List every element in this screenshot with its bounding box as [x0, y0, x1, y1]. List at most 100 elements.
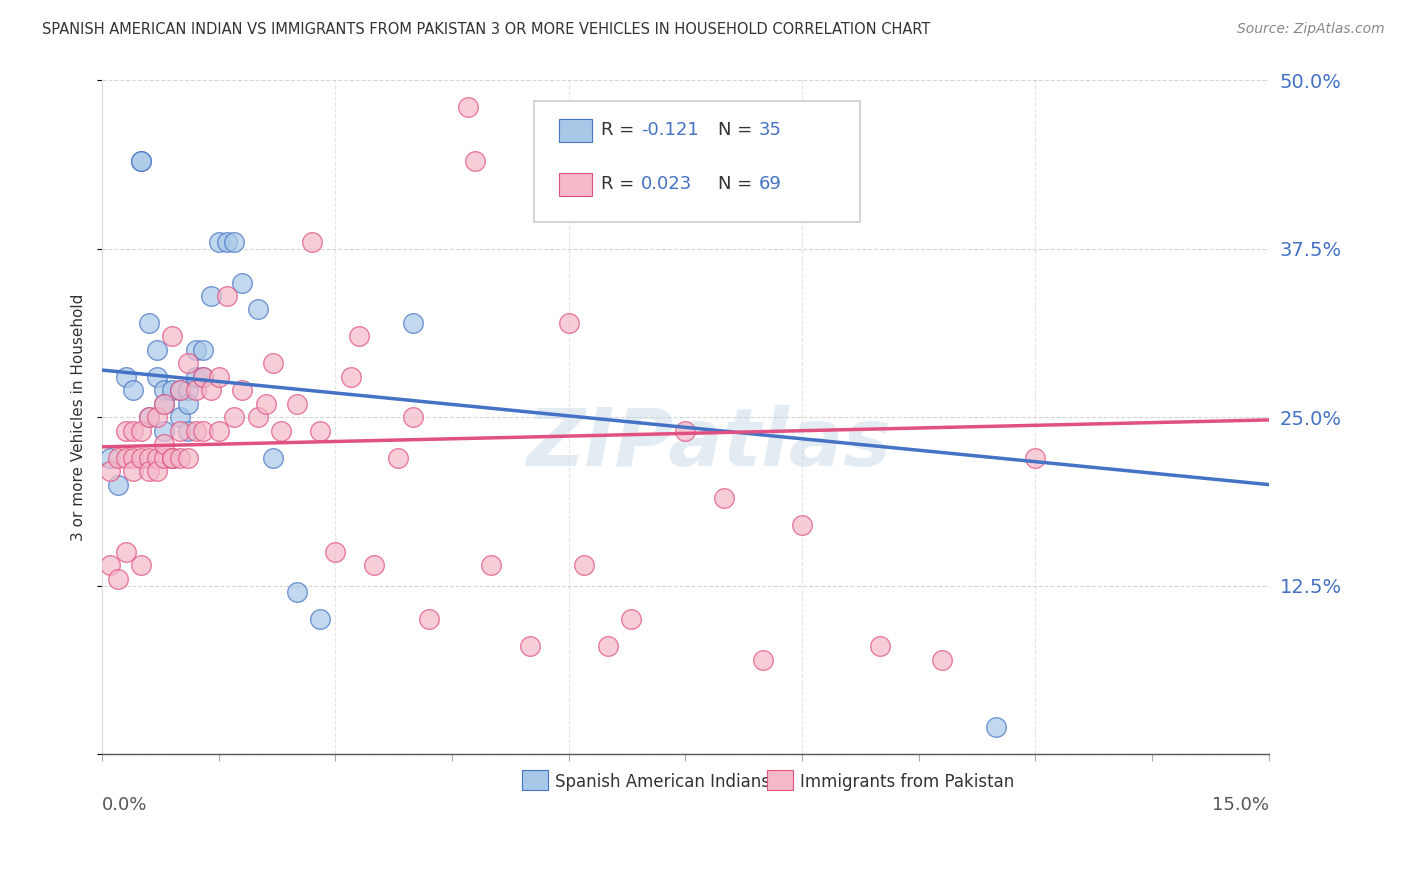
FancyBboxPatch shape — [768, 770, 793, 790]
Point — [301, 235, 323, 249]
Point — [418, 612, 440, 626]
Point — [193, 369, 215, 384]
FancyBboxPatch shape — [560, 119, 592, 142]
Point — [479, 558, 502, 573]
Point — [363, 558, 385, 573]
Point — [931, 653, 953, 667]
Point — [752, 653, 775, 667]
Text: 69: 69 — [759, 175, 782, 193]
Text: N =: N = — [718, 120, 758, 138]
Point — [262, 450, 284, 465]
Point — [208, 235, 231, 249]
Point — [246, 410, 269, 425]
Point — [285, 397, 308, 411]
Point — [596, 639, 619, 653]
Point — [145, 369, 167, 384]
Point — [387, 450, 409, 465]
Point — [184, 424, 207, 438]
Point — [122, 464, 145, 478]
Point — [129, 424, 152, 438]
Point — [169, 410, 191, 425]
Text: Immigrants from Pakistan: Immigrants from Pakistan — [800, 773, 1014, 791]
Point — [98, 464, 121, 478]
Point — [262, 356, 284, 370]
Point — [558, 316, 581, 330]
Point — [574, 558, 596, 573]
Point — [160, 450, 183, 465]
Text: N =: N = — [718, 175, 758, 193]
Point — [177, 397, 200, 411]
Text: 35: 35 — [759, 120, 782, 138]
Point — [129, 450, 152, 465]
Point — [620, 612, 643, 626]
Point — [270, 424, 292, 438]
Text: R =: R = — [602, 120, 640, 138]
Point — [254, 397, 277, 411]
Point — [673, 424, 696, 438]
Point — [231, 384, 253, 398]
Point — [713, 491, 735, 505]
Point — [153, 437, 176, 451]
Text: ZIPatlas: ZIPatlas — [526, 405, 891, 483]
Point — [231, 276, 253, 290]
Point — [986, 720, 1008, 734]
Point — [246, 302, 269, 317]
Point — [160, 450, 183, 465]
Point — [145, 410, 167, 425]
Point — [224, 235, 246, 249]
Text: R =: R = — [602, 175, 640, 193]
Point — [153, 384, 176, 398]
Point — [145, 464, 167, 478]
Point — [160, 384, 183, 398]
Point — [309, 424, 332, 438]
Text: 0.023: 0.023 — [641, 175, 692, 193]
Text: Source: ZipAtlas.com: Source: ZipAtlas.com — [1237, 22, 1385, 37]
Point — [138, 450, 160, 465]
Point — [457, 100, 479, 114]
Point — [122, 424, 145, 438]
Point — [177, 356, 200, 370]
FancyBboxPatch shape — [534, 101, 860, 222]
Point — [193, 424, 215, 438]
Point — [177, 424, 200, 438]
Point — [114, 545, 136, 559]
Point — [114, 424, 136, 438]
Text: -0.121: -0.121 — [641, 120, 699, 138]
Point — [184, 343, 207, 357]
Point — [138, 316, 160, 330]
Point — [208, 424, 231, 438]
Point — [138, 464, 160, 478]
Text: Spanish American Indians: Spanish American Indians — [555, 773, 769, 791]
Point — [122, 384, 145, 398]
Point — [107, 572, 129, 586]
Text: 0.0%: 0.0% — [103, 796, 148, 814]
Point — [177, 384, 200, 398]
Point — [1024, 450, 1046, 465]
Point — [169, 424, 191, 438]
Point — [193, 369, 215, 384]
Point — [464, 154, 486, 169]
Point — [153, 450, 176, 465]
Point — [114, 369, 136, 384]
Point — [129, 154, 152, 169]
Point — [285, 585, 308, 599]
Point — [160, 329, 183, 343]
Point — [153, 424, 176, 438]
Text: SPANISH AMERICAN INDIAN VS IMMIGRANTS FROM PAKISTAN 3 OR MORE VEHICLES IN HOUSEH: SPANISH AMERICAN INDIAN VS IMMIGRANTS FR… — [42, 22, 931, 37]
Point — [215, 235, 238, 249]
Point — [169, 384, 191, 398]
Point — [340, 369, 363, 384]
Point — [193, 343, 215, 357]
Point — [114, 450, 136, 465]
Point — [309, 612, 332, 626]
Point — [145, 343, 167, 357]
Point — [98, 450, 121, 465]
Point — [325, 545, 347, 559]
Point — [790, 518, 813, 533]
Text: 15.0%: 15.0% — [1212, 796, 1268, 814]
FancyBboxPatch shape — [522, 770, 548, 790]
Point — [224, 410, 246, 425]
Point — [184, 384, 207, 398]
Point — [145, 450, 167, 465]
Point — [169, 384, 191, 398]
